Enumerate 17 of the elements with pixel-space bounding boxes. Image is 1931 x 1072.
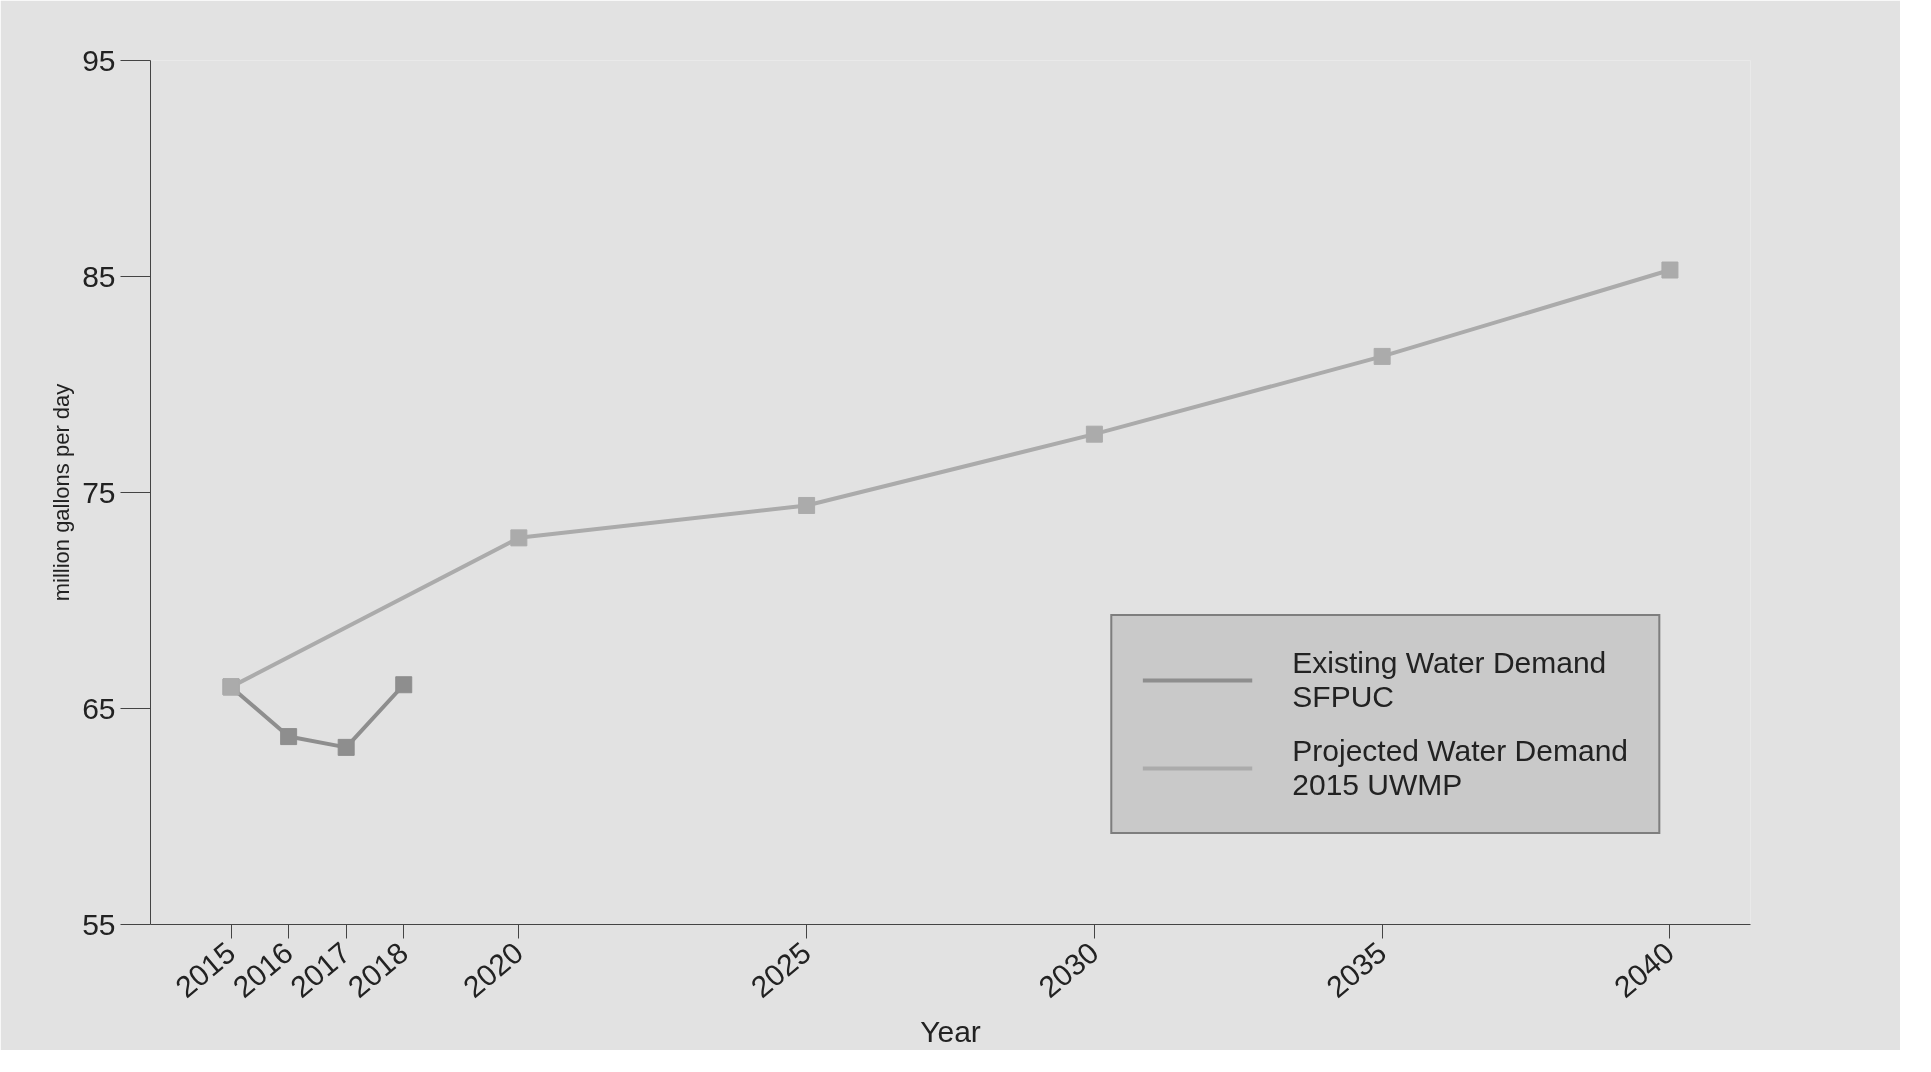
point [280, 728, 298, 746]
point [395, 676, 413, 694]
y-tick-label: 95 [82, 43, 116, 77]
y-tick-label: 85 [82, 259, 116, 293]
point [1373, 347, 1391, 365]
y-tick-label: 65 [82, 691, 116, 725]
point [510, 529, 528, 547]
legend-label: Existing Water Demand SFPUC [1292, 646, 1607, 714]
point [798, 496, 816, 514]
point [1085, 425, 1103, 443]
point [337, 738, 355, 756]
point [1661, 261, 1679, 279]
y-axis-title: million gallons per day [49, 383, 75, 602]
legend-label: Projected Water Demand 2015 UWMP [1292, 734, 1628, 802]
y-tick-label: 75 [82, 475, 116, 509]
x-axis-title: Year [920, 1014, 981, 1048]
y-tick-label: 55 [82, 907, 116, 941]
